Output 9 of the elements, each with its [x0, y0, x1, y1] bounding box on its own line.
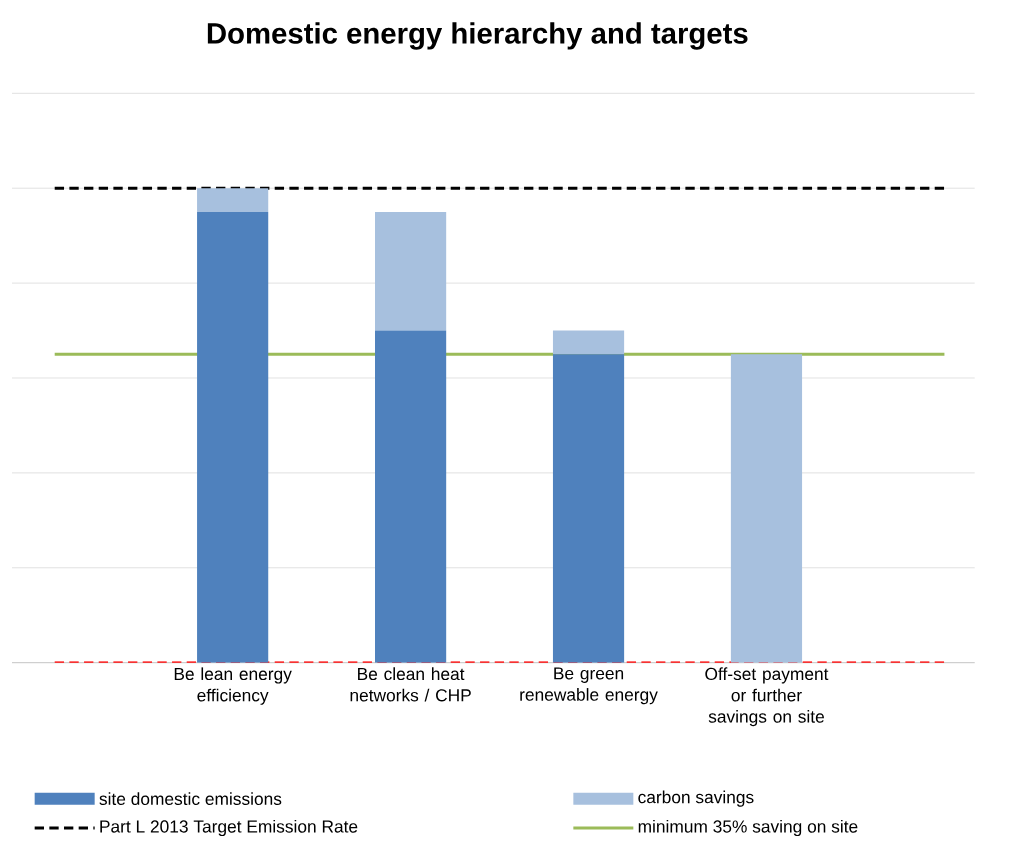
x-tick-label: Be lean energy efficiency [174, 667, 292, 705]
x-tick-label: Be green renewable energy [520, 667, 658, 705]
legend-label: carbon savings [638, 790, 754, 807]
x-tick-label: Off-set payment or further savings on site [705, 667, 829, 727]
legend-label: site domestic emissions [99, 792, 282, 805]
chart-title: Domestic energy hierarchy and targets [207, 22, 748, 50]
legend-label: minimum 35% saving on site [638, 819, 858, 836]
x-tick-label: Be clean heat networks / CHP [350, 667, 471, 702]
legend-label: Part L 2013 Target Emission Rate [100, 819, 358, 836]
